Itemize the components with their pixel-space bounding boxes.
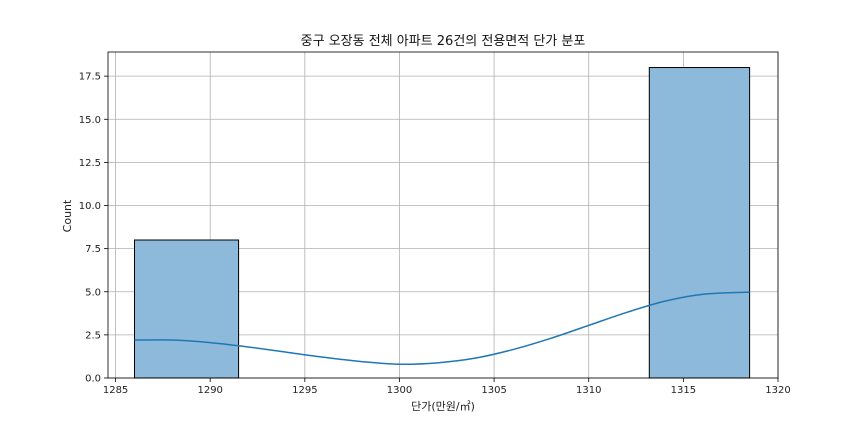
x-tick-label: 1305 xyxy=(481,385,506,396)
x-tick-label: 1290 xyxy=(197,385,222,396)
x-tick-label: 1285 xyxy=(103,385,128,396)
y-tick-label: 15.0 xyxy=(79,115,101,126)
x-tick-label: 1310 xyxy=(576,385,601,396)
histogram-bar xyxy=(133,239,240,379)
x-tick-label: 1295 xyxy=(292,385,317,396)
y-tick-label: 5.0 xyxy=(85,287,101,298)
kde-curve xyxy=(134,291,750,365)
x-tick-label: 1320 xyxy=(765,385,790,396)
x-tick-label: 1300 xyxy=(387,385,412,396)
x-tick-label: 1315 xyxy=(671,385,696,396)
kde-line xyxy=(134,291,750,365)
y-tick-label: 0.0 xyxy=(85,374,101,385)
histogram-bars xyxy=(133,67,751,379)
axis-ticks: 1285 1290 1295 1300 1305 1310 1315 1320 0.0 2.5 5.… xyxy=(79,72,791,396)
chart-title: 중구 오장동 전체 아파트 26건의 전용면적 단가 분포 xyxy=(301,34,586,49)
y-tick-label: 10.0 xyxy=(79,201,101,212)
histogram-bar xyxy=(648,67,751,379)
y-axis-label: Count xyxy=(61,199,74,232)
y-tick-label: 2.5 xyxy=(85,330,101,341)
x-axis-label: 단가(만원/㎡) xyxy=(411,400,475,413)
y-tick-label: 12.5 xyxy=(79,158,101,169)
y-tick-label: 7.5 xyxy=(85,244,101,255)
plot-frame xyxy=(107,51,779,379)
y-tick-label: 17.5 xyxy=(79,72,101,83)
